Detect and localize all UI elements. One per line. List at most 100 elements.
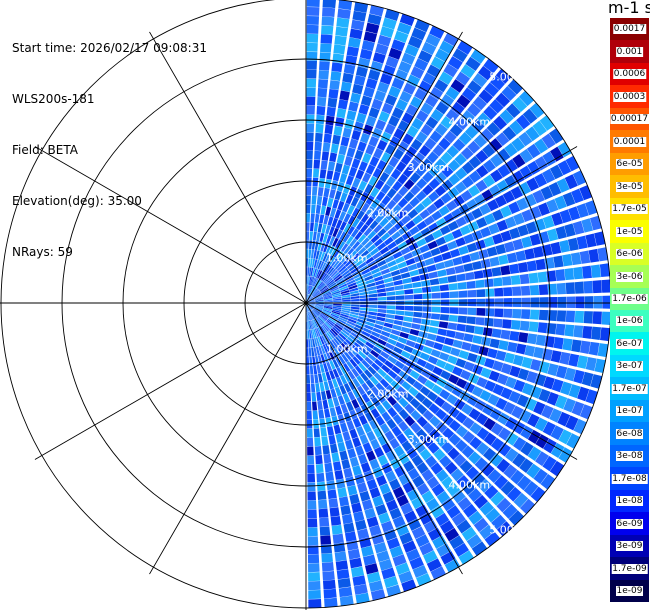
data-gate	[357, 246, 367, 256]
data-gate	[392, 180, 403, 192]
data-gate	[340, 330, 349, 339]
data-gate	[317, 260, 323, 270]
data-gate	[337, 181, 345, 192]
data-gate	[308, 267, 312, 277]
data-gate	[548, 182, 562, 197]
data-gate	[456, 519, 472, 534]
data-gate	[447, 187, 460, 199]
data-gate	[355, 592, 370, 604]
data-gate	[327, 197, 334, 208]
data-gate	[307, 527, 318, 537]
data-gate	[313, 292, 322, 299]
range-ring-label: 1.00km	[326, 342, 368, 355]
data-gate	[312, 231, 317, 241]
data-gate	[410, 422, 422, 434]
data-gate	[351, 368, 360, 378]
colorbar-tick-label: 6e-05	[615, 159, 644, 170]
data-gate	[350, 196, 359, 207]
data-gate	[571, 401, 585, 416]
colorbar-tick-label: 1e-07	[615, 406, 644, 417]
data-gate	[308, 258, 311, 267]
data-gate	[317, 336, 323, 346]
data-gate	[534, 373, 547, 387]
data-gate	[306, 222, 310, 232]
data-gate	[367, 260, 377, 268]
data-gate	[309, 286, 314, 295]
data-gate	[332, 298, 342, 301]
data-gate	[392, 274, 402, 281]
data-gate	[318, 499, 328, 509]
data-gate	[365, 563, 379, 575]
data-gate	[474, 326, 484, 335]
data-gate	[306, 303, 313, 310]
data-gate	[372, 251, 382, 260]
data-gate	[411, 496, 424, 510]
data-gate	[315, 299, 324, 302]
data-gate	[315, 346, 321, 356]
data-gate	[348, 37, 361, 49]
data-gate	[436, 543, 452, 557]
data-gate	[325, 278, 333, 285]
data-gate	[424, 137, 437, 150]
data-gate	[395, 256, 405, 264]
data-gate	[331, 217, 339, 228]
data-gate	[460, 189, 473, 202]
data-gate	[325, 320, 333, 328]
data-gate	[308, 347, 312, 357]
data-gate	[370, 362, 381, 372]
data-gate	[307, 482, 316, 492]
data-gate	[369, 375, 379, 386]
data-gate	[365, 341, 375, 349]
data-gate	[324, 462, 333, 473]
data-gate	[414, 342, 425, 351]
data-gate	[309, 311, 314, 320]
colorbar-swatch: 1.7e-07	[610, 377, 649, 401]
data-gate	[355, 258, 365, 267]
data-gate	[352, 575, 366, 587]
data-gate	[489, 184, 502, 198]
data-gate	[392, 324, 402, 331]
data-gate	[325, 225, 331, 235]
data-gate	[562, 338, 573, 351]
data-gate	[333, 300, 342, 303]
data-gate	[369, 524, 382, 537]
data-gate	[332, 296, 342, 300]
data-gate	[320, 43, 332, 53]
colorbar-tick-label: 3e-08	[615, 451, 644, 462]
data-gate	[342, 299, 351, 302]
data-gate	[327, 489, 337, 500]
data-gate	[306, 123, 315, 133]
data-gate	[546, 199, 559, 213]
data-gate	[325, 417, 333, 427]
data-gate	[549, 460, 565, 477]
data-gate	[347, 448, 357, 459]
data-gate	[490, 169, 503, 183]
data-gate	[452, 490, 466, 504]
data-gate	[312, 291, 321, 298]
data-gate	[591, 326, 602, 340]
data-gate	[449, 123, 463, 137]
data-gate	[425, 94, 439, 108]
data-gate	[315, 383, 321, 393]
data-gate	[306, 339, 309, 348]
data-gate	[440, 151, 453, 165]
data-gate	[470, 49, 486, 64]
data-gate	[306, 141, 314, 151]
data-gate	[375, 202, 386, 213]
data-gate	[340, 313, 349, 318]
data-gate	[573, 418, 587, 435]
data-gate	[324, 254, 331, 263]
data-gate	[537, 322, 548, 334]
colorbar-tick-label: 6e-07	[615, 338, 644, 349]
data-gate	[345, 235, 354, 245]
data-gate	[315, 304, 324, 307]
data-gate	[441, 498, 456, 512]
data-gate	[363, 344, 372, 353]
data-gate	[314, 305, 324, 309]
data-gate	[489, 453, 504, 467]
data-gate	[379, 483, 391, 495]
data-gate	[315, 454, 323, 465]
data-gate	[359, 48, 373, 60]
data-gate	[533, 346, 544, 359]
